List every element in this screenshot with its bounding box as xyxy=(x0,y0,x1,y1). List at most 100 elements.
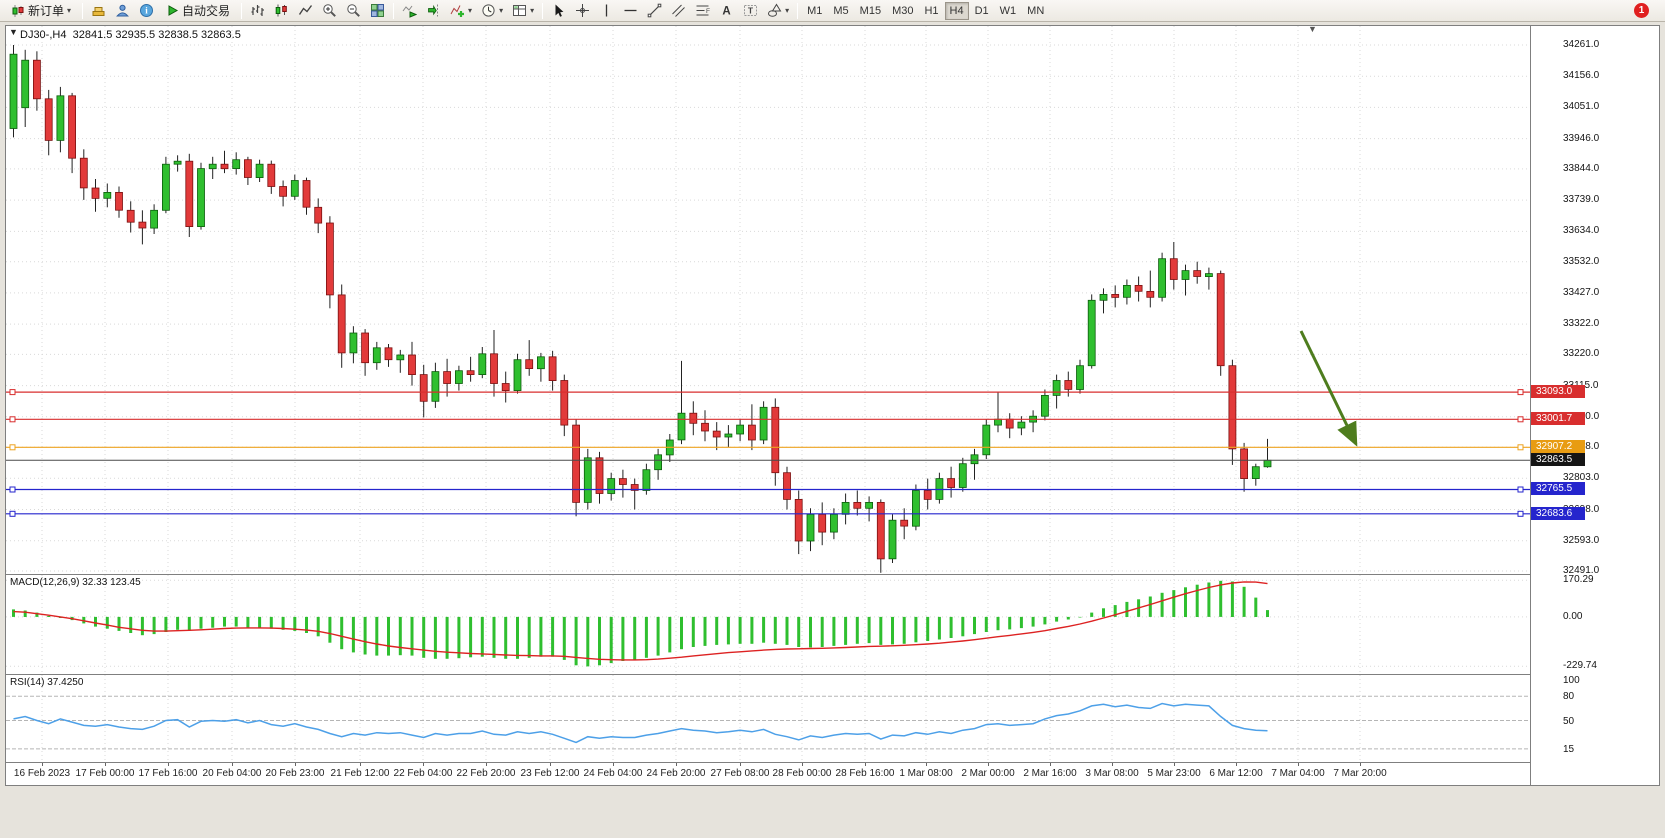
periods-clock-icon xyxy=(482,4,495,17)
line-handle[interactable] xyxy=(9,416,16,423)
crosshair-button[interactable] xyxy=(571,1,594,21)
text-button[interactable]: A xyxy=(715,1,738,21)
timeframe-h1-button[interactable]: H1 xyxy=(919,2,943,20)
line-handle[interactable] xyxy=(9,444,16,451)
time-tick xyxy=(926,763,927,766)
candlestick-chart-icon xyxy=(275,4,287,17)
zoom-in-button[interactable] xyxy=(318,1,341,21)
fibonacci-button[interactable]: F xyxy=(691,1,714,21)
line-handle[interactable] xyxy=(1517,486,1524,493)
candle-body xyxy=(197,168,205,228)
price-line-badge-32765.5: 32765.5 xyxy=(1531,482,1585,495)
profiles-button[interactable] xyxy=(111,1,134,21)
notification-badge[interactable]: 1 xyxy=(1634,3,1649,18)
main-price-panel[interactable]: ▼ DJ30-,H4 32841.5 32935.5 32838.5 32863… xyxy=(6,24,1530,574)
tile-windows-button[interactable] xyxy=(366,1,389,21)
shapes-button[interactable]: ▾ xyxy=(763,1,793,21)
chart-shift-marker[interactable]: ▼ xyxy=(1308,24,1317,34)
chevron-down-icon: ▾ xyxy=(785,5,790,15)
macd-histogram-bar xyxy=(223,616,226,627)
fibonacci-icon: F xyxy=(696,5,710,16)
price-line-badge-32863.5: 32863.5 xyxy=(1531,453,1585,466)
macd-axis-label: -229.74 xyxy=(1563,660,1597,671)
indicators-button[interactable]: ▾ xyxy=(446,1,476,21)
macd-histogram-bar xyxy=(1078,616,1082,618)
macd-histogram-bar xyxy=(187,616,191,631)
main-chart-canvas[interactable] xyxy=(6,26,1530,574)
line-handle[interactable] xyxy=(9,389,16,396)
horizontal-line-button[interactable] xyxy=(619,1,642,21)
timeframe-d1-button[interactable]: D1 xyxy=(970,2,994,20)
timeframe-mn-button[interactable]: MN xyxy=(1022,2,1049,20)
line-handle[interactable] xyxy=(1517,510,1524,517)
periods-button[interactable]: ▾ xyxy=(477,1,507,21)
timeframe-h4-button[interactable]: H4 xyxy=(944,1,969,20)
time-axis[interactable]: 16 Feb 2023 17 Feb 00:00 17 Feb 16:00 20 Fe… xyxy=(6,762,1530,782)
rsi-axis-label: 50 xyxy=(1563,716,1575,727)
candle-body xyxy=(255,163,264,178)
macd-histogram-bar xyxy=(258,616,262,628)
macd-histogram-bar xyxy=(164,616,168,632)
timeframe-w1-button[interactable]: W1 xyxy=(995,2,1022,20)
rsi-canvas[interactable] xyxy=(6,675,1530,763)
candle-body xyxy=(888,519,897,560)
line-handle[interactable] xyxy=(1517,389,1524,396)
macd-canvas[interactable] xyxy=(6,575,1530,675)
zoom-out-button[interactable] xyxy=(342,1,365,21)
candle-body xyxy=(970,454,979,465)
rsi-value: 37.4250 xyxy=(47,677,84,688)
macd-panel[interactable]: MACD(12,26,9) 32.33 123.45 xyxy=(6,574,1530,675)
chart-shift-button[interactable] xyxy=(422,1,445,21)
macd-histogram-bar xyxy=(504,616,508,659)
channel-button[interactable] xyxy=(667,1,690,21)
line-handle[interactable] xyxy=(1517,416,1524,423)
macd-histogram-bar xyxy=(1043,616,1047,625)
macd-histogram-bar xyxy=(621,616,625,661)
bar-chart-button[interactable] xyxy=(246,1,269,21)
candle-body xyxy=(361,332,370,364)
bar-chart-icon xyxy=(251,5,265,16)
candle-body xyxy=(1251,466,1260,480)
candle-body xyxy=(1193,270,1202,277)
vertical-line-button[interactable] xyxy=(595,1,618,21)
auto-scroll-button[interactable] xyxy=(398,1,421,21)
line-handle[interactable] xyxy=(9,486,16,493)
line-chart-button[interactable] xyxy=(294,1,317,21)
templates-button[interactable]: ▾ xyxy=(508,1,538,21)
line-handle[interactable] xyxy=(9,510,16,517)
trend-arrow-annotation[interactable] xyxy=(1299,330,1358,447)
time-axis-label: 7 Mar 20:00 xyxy=(1333,768,1387,779)
trendline-button[interactable] xyxy=(643,1,666,21)
timeframe-m15-button[interactable]: M15 xyxy=(855,2,886,20)
time-tick xyxy=(740,763,741,766)
candle-body xyxy=(607,478,616,494)
time-axis-label: 28 Feb 00:00 xyxy=(772,768,832,779)
candle-body xyxy=(185,160,194,227)
new-order-button[interactable]: 新订单 ▾ xyxy=(4,1,78,21)
auto-trading-button[interactable]: 自动交易 xyxy=(159,1,237,21)
timeframe-m5-button[interactable]: M5 xyxy=(828,2,853,20)
candle-body xyxy=(912,490,920,527)
chevron-down-icon: ▾ xyxy=(67,5,72,15)
help-button[interactable]: i xyxy=(135,1,158,21)
label-button[interactable]: T xyxy=(739,1,762,21)
rsi-panel[interactable]: RSI(14) 37.4250 xyxy=(6,674,1530,763)
candle-body xyxy=(1146,290,1155,298)
time-tick xyxy=(550,763,551,766)
terminal-button[interactable] xyxy=(87,1,110,21)
candlestick-chart-button[interactable] xyxy=(270,1,293,21)
candle-body xyxy=(1017,421,1026,429)
timeframe-m30-button[interactable]: M30 xyxy=(887,2,918,20)
one-click-trading-toggle[interactable]: ▼ xyxy=(9,27,18,37)
macd-axis-label: 0.00 xyxy=(1563,611,1583,622)
macd-histogram-bar xyxy=(246,616,250,628)
price-axis-column[interactable]: 34261.0 34156.0 34051.0 33946.0 33844.0 33739… xyxy=(1530,26,1659,785)
candle-body xyxy=(947,478,955,488)
line-handle[interactable] xyxy=(1517,444,1524,451)
cursor-button[interactable] xyxy=(547,1,570,21)
macd-histogram-bar xyxy=(387,616,390,656)
time-tick xyxy=(676,763,677,766)
rsi-label: RSI(14) 37.4250 xyxy=(10,677,83,688)
candle-body xyxy=(419,374,428,402)
timeframe-m1-button[interactable]: M1 xyxy=(802,2,827,20)
